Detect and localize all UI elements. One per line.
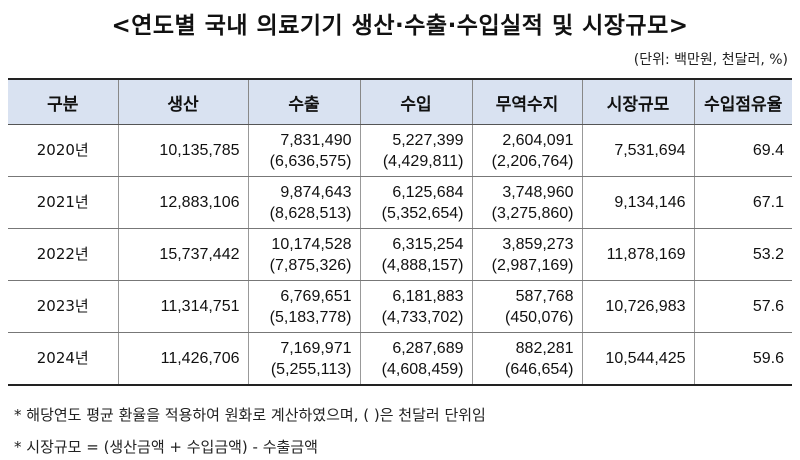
header-import-share: 수입점유율 <box>693 78 792 125</box>
cell-export: 7,831,490 (6,636,575) <box>247 124 361 177</box>
cell-import: 5,227,399 (4,429,811) <box>359 124 473 177</box>
cell-import-krw: 6,125,684 <box>392 183 464 201</box>
table-row: 2021년 12,883,106 9,874,643 (8,628,513) 6,… <box>8 176 792 229</box>
cell-trade-usd: (450,076) <box>505 308 574 326</box>
cell-import: 6,287,689 (4,608,459) <box>359 332 473 386</box>
header-trade-balance: 무역수지 <box>471 78 583 125</box>
cell-trade-usd: (3,275,860) <box>491 204 574 222</box>
cell-trade-balance: 587,768 (450,076) <box>471 280 583 333</box>
cell-import-usd: (4,888,157) <box>381 256 464 274</box>
cell-export: 10,174,528 (7,875,326) <box>247 228 361 281</box>
cell-import-share: 57.6 <box>693 280 792 333</box>
cell-year: 2022년 <box>8 228 119 281</box>
cell-export: 6,769,651 (5,183,778) <box>247 280 361 333</box>
document-title: <연도별 국내 의료기기 생산·수출·수입실적 및 시장규모> <box>111 13 689 39</box>
cell-trade-balance: 3,859,273 (2,987,169) <box>471 228 583 281</box>
header-category: 구분 <box>8 78 119 125</box>
cell-trade-krw: 882,281 <box>515 339 574 357</box>
header-import: 수입 <box>359 78 473 125</box>
cell-import: 6,315,254 (4,888,157) <box>359 228 473 281</box>
cell-production: 10,135,785 <box>117 124 249 177</box>
cell-export-usd: (8,628,513) <box>269 204 352 222</box>
table-row: 2022년 15,737,442 10,174,528 (7,875,326) 6… <box>8 228 792 281</box>
cell-trade-krw: 3,748,960 <box>502 183 574 201</box>
cell-export-krw: 10,174,528 <box>271 235 352 253</box>
cell-market-size: 7,531,694 <box>581 124 695 177</box>
cell-export-usd: (5,255,113) <box>270 360 352 378</box>
cell-import-usd: (4,608,459) <box>381 360 464 378</box>
cell-import-krw: 6,181,883 <box>392 287 464 305</box>
cell-export: 9,874,643 (8,628,513) <box>247 176 361 229</box>
cell-production: 11,426,706 <box>117 332 249 386</box>
cell-trade-krw: 2,604,091 <box>502 131 574 149</box>
cell-export-krw: 7,831,490 <box>280 131 352 149</box>
cell-market-size: 9,134,146 <box>581 176 695 229</box>
cell-import-usd: (4,429,811) <box>382 152 464 170</box>
cell-import: 6,125,684 (5,352,654) <box>359 176 473 229</box>
cell-trade-balance: 882,281 (646,654) <box>471 332 583 386</box>
cell-trade-usd: (2,206,764) <box>491 152 574 170</box>
table-row: 2020년 10,135,785 7,831,490 (6,636,575) 5,… <box>8 124 792 177</box>
cell-import-share: 53.2 <box>693 228 792 281</box>
header-production: 생산 <box>117 78 249 125</box>
cell-import-krw: 5,227,399 <box>392 131 464 149</box>
header-market-size: 시장규모 <box>581 78 695 125</box>
cell-trade-balance: 3,748,960 (3,275,860) <box>471 176 583 229</box>
cell-production: 15,737,442 <box>117 228 249 281</box>
table-row: 2024년 11,426,706 7,169,971 (5,255,113) 6,… <box>8 332 792 386</box>
unit-caption: (단위: 백만원, 천달러, %) <box>633 52 788 68</box>
footnote-exchange-rate: * 해당연도 평균 환율을 적용하여 원화로 계산하였으며, ( )은 천달러 … <box>14 406 486 424</box>
cell-year: 2023년 <box>8 280 119 333</box>
cell-import-usd: (4,733,702) <box>381 308 464 326</box>
cell-trade-balance: 2,604,091 (2,206,764) <box>471 124 583 177</box>
cell-export: 7,169,971 (5,255,113) <box>247 332 361 386</box>
cell-import-share: 59.6 <box>693 332 792 386</box>
cell-import-share: 69.4 <box>693 124 792 177</box>
cell-export-krw: 6,769,651 <box>280 287 352 305</box>
cell-trade-usd: (646,654) <box>505 360 574 378</box>
cell-export-usd: (7,875,326) <box>269 256 352 274</box>
cell-export-usd: (6,636,575) <box>269 152 352 170</box>
cell-production: 11,314,751 <box>117 280 249 333</box>
footnote-market-size-formula: * 시장규모 = (생산금액 + 수입금액) - 수출금액 <box>14 438 318 456</box>
cell-year: 2020년 <box>8 124 119 177</box>
cell-export-krw: 7,169,971 <box>280 339 352 357</box>
cell-import-krw: 6,287,689 <box>392 339 464 357</box>
cell-import-usd: (5,352,654) <box>381 204 464 222</box>
cell-import: 6,181,883 (4,733,702) <box>359 280 473 333</box>
cell-market-size: 10,726,983 <box>581 280 695 333</box>
cell-trade-krw: 3,859,273 <box>502 235 574 253</box>
cell-production: 12,883,106 <box>117 176 249 229</box>
cell-trade-krw: 587,768 <box>515 287 574 305</box>
header-export: 수출 <box>247 78 361 125</box>
cell-market-size: 11,878,169 <box>581 228 695 281</box>
cell-trade-usd: (2,987,169) <box>491 256 574 274</box>
cell-export-usd: (5,183,778) <box>269 308 352 326</box>
statistics-table: 구분 생산 수출 수입 무역수지 시장규모 수입점유율 2020년 10,135… <box>8 78 792 386</box>
cell-import-share: 67.1 <box>693 176 792 229</box>
cell-export-krw: 9,874,643 <box>280 183 352 201</box>
cell-market-size: 10,544,425 <box>581 332 695 386</box>
cell-import-krw: 6,315,254 <box>392 235 464 253</box>
cell-year: 2024년 <box>8 332 119 386</box>
cell-year: 2021년 <box>8 176 119 229</box>
table-row: 2023년 11,314,751 6,769,651 (5,183,778) 6,… <box>8 280 792 333</box>
table-header-row: 구분 생산 수출 수입 무역수지 시장규모 수입점유율 <box>8 78 792 125</box>
